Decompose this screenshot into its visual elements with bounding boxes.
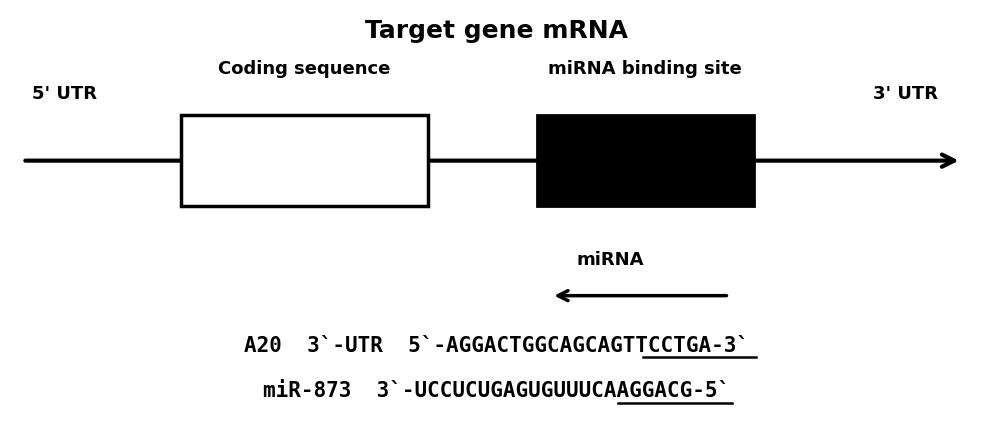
Text: miRNA: miRNA (577, 251, 644, 269)
Bar (181, 115, 427, 206)
Text: miRNA binding site: miRNA binding site (549, 60, 743, 78)
Text: Target gene mRNA: Target gene mRNA (366, 19, 628, 43)
Text: Coding sequence: Coding sequence (218, 60, 391, 78)
Text: miR-873  3`-UCCUCUGAGUGUUUCAAGGACG-5`: miR-873 3`-UCCUCUGAGUGUUUCAAGGACG-5` (263, 381, 731, 401)
Text: 5' UTR: 5' UTR (33, 85, 97, 103)
Text: A20  3`-UTR  5`-AGGACTGGCAGCAGTTCCTGA-3`: A20 3`-UTR 5`-AGGACTGGCAGCAGTTCCTGA-3` (245, 336, 749, 355)
Text: 3' UTR: 3' UTR (873, 85, 937, 103)
Bar (537, 115, 754, 206)
